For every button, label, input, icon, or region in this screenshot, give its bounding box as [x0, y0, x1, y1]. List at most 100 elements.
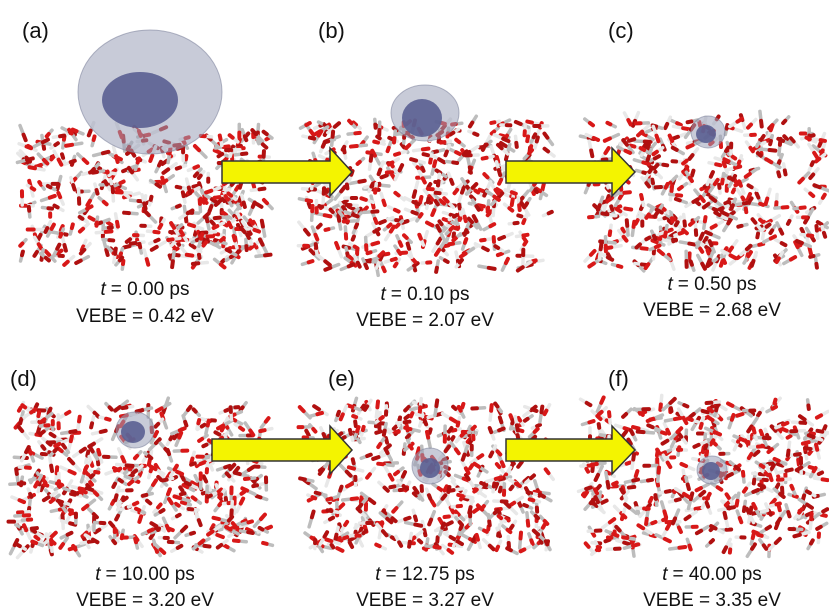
- oh-bond: [542, 519, 550, 526]
- water-molecule: [216, 418, 234, 431]
- water-molecule: [154, 159, 163, 174]
- water-molecule: [297, 220, 311, 237]
- oh-bond: [730, 173, 738, 182]
- oh-bond: [472, 487, 479, 494]
- water-molecule: [204, 185, 222, 195]
- oh-bond: [77, 489, 88, 495]
- oh-bond: [257, 237, 265, 247]
- oh-bond: [77, 226, 86, 234]
- oh-bond: [347, 204, 356, 211]
- water-molecule: [174, 163, 188, 171]
- water-molecule: [452, 182, 464, 196]
- water-molecule: [71, 543, 82, 558]
- water-molecule: [517, 530, 524, 550]
- water-molecule: [681, 212, 687, 228]
- water-molecule: [166, 236, 182, 242]
- oh-bond: [708, 170, 715, 179]
- water-molecule: [113, 485, 121, 503]
- oh-bond: [427, 427, 433, 435]
- oh-bond: [410, 209, 419, 216]
- oh-bond: [461, 149, 469, 157]
- oh-bond: [18, 417, 24, 426]
- water-molecule: [492, 133, 511, 144]
- water-molecule: [432, 193, 446, 206]
- water-molecule: [403, 520, 424, 528]
- oh-bond: [663, 121, 670, 131]
- water-molecule: [424, 429, 432, 449]
- oh-bond: [399, 142, 407, 150]
- oh-bond: [681, 228, 689, 236]
- water-molecule: [475, 503, 491, 519]
- water-molecule: [527, 532, 535, 547]
- water-molecule: [17, 465, 32, 470]
- water-molecule: [56, 413, 61, 431]
- oh-bond: [24, 155, 33, 164]
- water-molecule: [59, 465, 77, 476]
- oh-bond: [196, 173, 203, 181]
- oh-bond: [543, 539, 550, 547]
- water-molecule: [669, 118, 683, 127]
- oh-bond: [525, 134, 531, 144]
- oh-bond: [250, 128, 259, 137]
- water-molecule: [717, 182, 722, 195]
- water-molecule: [56, 190, 65, 206]
- oh-bond: [454, 150, 463, 157]
- water-molecule: [8, 481, 27, 487]
- water-molecule: [334, 240, 344, 259]
- oh-bond: [261, 129, 269, 137]
- water-molecule: [497, 231, 514, 241]
- water-molecule: [700, 185, 711, 199]
- oh-bond: [43, 226, 50, 234]
- water-molecule: [91, 149, 111, 158]
- oh-bond: [41, 158, 50, 166]
- water-molecule: [198, 133, 214, 139]
- oh-bond: [67, 127, 74, 136]
- oh-bond: [540, 182, 546, 192]
- oh-bond: [246, 465, 256, 472]
- water-molecule: [336, 213, 343, 231]
- oh-bond: [499, 460, 506, 469]
- water-molecule: [170, 249, 176, 270]
- water-molecule: [197, 240, 209, 253]
- oh-bond: [56, 499, 64, 507]
- water-molecule: [739, 243, 753, 257]
- oh-bond: [334, 240, 341, 251]
- water-molecule: [315, 253, 332, 267]
- oh-bond: [223, 407, 231, 413]
- water-molecule: [39, 193, 57, 203]
- oh-bond: [174, 184, 183, 190]
- water-molecule: [519, 200, 531, 217]
- water-molecule: [819, 140, 827, 157]
- water-molecule: [721, 160, 729, 175]
- water-molecule: [444, 485, 452, 502]
- water-molecule: [785, 214, 794, 226]
- oh-bond: [602, 136, 612, 143]
- water-molecule: [104, 401, 114, 412]
- oh-bond: [352, 244, 360, 251]
- water-molecule: [258, 426, 274, 434]
- oh-bond: [818, 138, 827, 143]
- water-molecule: [62, 254, 76, 267]
- oh-bond: [523, 486, 531, 496]
- oh-bond: [812, 183, 822, 190]
- oh-bond: [154, 406, 164, 414]
- water-molecule: [117, 477, 128, 487]
- water-molecule: [373, 181, 379, 195]
- oh-bond: [160, 175, 166, 185]
- water-molecule: [157, 217, 166, 230]
- water-molecule: [338, 200, 348, 212]
- water-molecule: [93, 182, 100, 196]
- oh-bond: [341, 205, 348, 212]
- water-molecule: [644, 207, 655, 220]
- oh-bond: [89, 421, 95, 430]
- water-molecule: [754, 133, 766, 149]
- oh-bond: [37, 180, 44, 187]
- water-molecule: [93, 523, 108, 535]
- water-molecule: [773, 205, 790, 210]
- water-molecule: [460, 237, 469, 251]
- oh-bond: [148, 194, 154, 202]
- water-molecule: [684, 197, 700, 209]
- oh-bond: [459, 430, 467, 438]
- water-molecule: [451, 404, 462, 415]
- oh-bond: [55, 248, 64, 256]
